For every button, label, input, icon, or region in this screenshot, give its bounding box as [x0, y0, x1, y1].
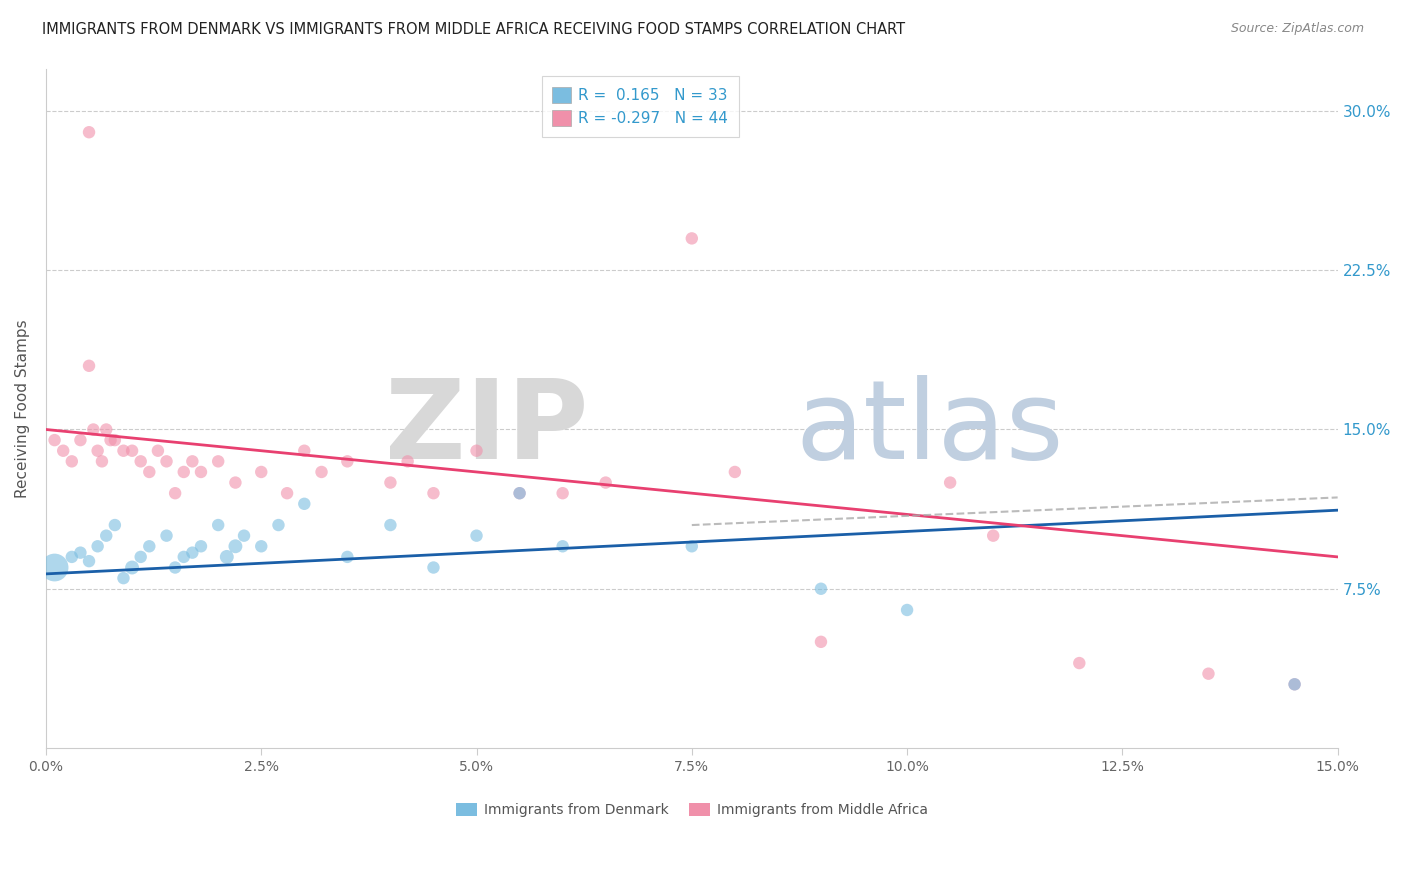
Point: [104, 433, 127, 447]
Point: [681, 231, 703, 245]
Point: [422, 560, 444, 574]
Point: [173, 465, 195, 479]
Point: [129, 549, 152, 564]
Point: [155, 529, 177, 543]
Point: [190, 465, 212, 479]
Point: [292, 497, 315, 511]
Point: [104, 518, 127, 533]
Point: [810, 582, 832, 596]
Point: [181, 454, 204, 468]
Point: [311, 465, 333, 479]
Point: [69, 546, 91, 560]
Point: [250, 539, 273, 553]
Point: [724, 465, 747, 479]
Point: [551, 539, 574, 553]
Point: [173, 549, 195, 564]
Point: [1284, 677, 1306, 691]
Y-axis label: Receiving Food Stamps: Receiving Food Stamps: [15, 319, 30, 498]
Point: [215, 549, 238, 564]
Point: [86, 443, 108, 458]
Point: [96, 529, 118, 543]
Point: [336, 454, 359, 468]
Point: [380, 518, 402, 533]
Point: [207, 518, 229, 533]
Point: [44, 433, 66, 447]
Point: [165, 560, 187, 574]
Point: [465, 529, 488, 543]
Point: [267, 518, 290, 533]
Point: [129, 454, 152, 468]
Point: [96, 422, 118, 436]
Point: [77, 125, 100, 139]
Point: [86, 539, 108, 553]
Point: [146, 443, 169, 458]
Text: Source: ZipAtlas.com: Source: ZipAtlas.com: [1230, 22, 1364, 36]
Point: [138, 465, 160, 479]
Point: [60, 549, 83, 564]
Point: [91, 454, 114, 468]
Point: [44, 560, 66, 574]
Text: IMMIGRANTS FROM DENMARK VS IMMIGRANTS FROM MIDDLE AFRICA RECEIVING FOOD STAMPS C: IMMIGRANTS FROM DENMARK VS IMMIGRANTS FR…: [42, 22, 905, 37]
Point: [138, 539, 160, 553]
Point: [52, 443, 75, 458]
Point: [896, 603, 918, 617]
Point: [276, 486, 298, 500]
Point: [77, 359, 100, 373]
Point: [207, 454, 229, 468]
Point: [100, 433, 122, 447]
Point: [509, 486, 531, 500]
Text: ZIP: ZIP: [385, 376, 589, 483]
Point: [1069, 656, 1091, 670]
Point: [981, 529, 1004, 543]
Point: [233, 529, 256, 543]
Point: [190, 539, 212, 553]
Point: [77, 554, 100, 568]
Point: [82, 422, 104, 436]
Point: [595, 475, 617, 490]
Point: [155, 454, 177, 468]
Point: [939, 475, 962, 490]
Point: [1284, 677, 1306, 691]
Point: [121, 560, 143, 574]
Point: [509, 486, 531, 500]
Point: [396, 454, 419, 468]
Point: [292, 443, 315, 458]
Point: [380, 475, 402, 490]
Point: [60, 454, 83, 468]
Point: [681, 539, 703, 553]
Legend: Immigrants from Denmark, Immigrants from Middle Africa: Immigrants from Denmark, Immigrants from…: [450, 797, 934, 822]
Point: [224, 475, 246, 490]
Point: [69, 433, 91, 447]
Point: [181, 546, 204, 560]
Point: [224, 539, 246, 553]
Point: [422, 486, 444, 500]
Point: [465, 443, 488, 458]
Point: [1198, 666, 1220, 681]
Point: [165, 486, 187, 500]
Point: [112, 571, 135, 585]
Point: [112, 443, 135, 458]
Point: [336, 549, 359, 564]
Text: atlas: atlas: [796, 376, 1063, 483]
Point: [121, 443, 143, 458]
Point: [810, 635, 832, 649]
Point: [551, 486, 574, 500]
Point: [250, 465, 273, 479]
